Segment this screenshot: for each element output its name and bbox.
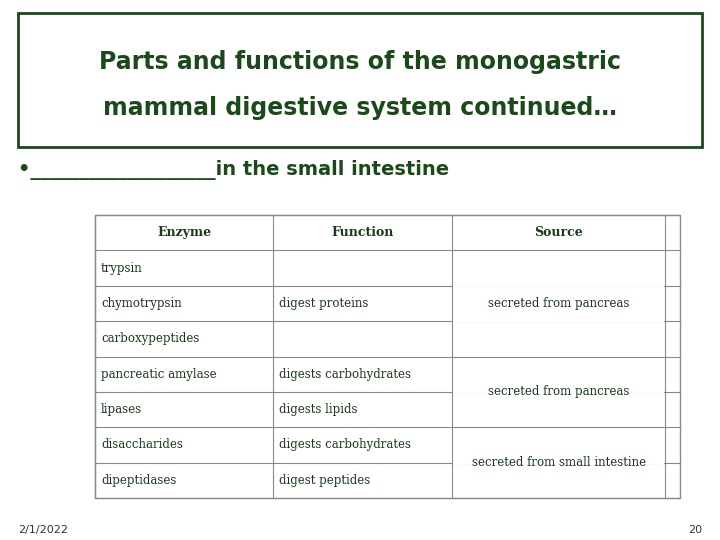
Bar <box>453 462 665 464</box>
Bar <box>95 215 680 498</box>
Text: lipases: lipases <box>101 403 142 416</box>
Text: 20: 20 <box>688 525 702 535</box>
Text: secreted from small intestine: secreted from small intestine <box>472 456 646 469</box>
Text: digests carbohydrates: digests carbohydrates <box>279 438 411 451</box>
Text: 2/1/2022: 2/1/2022 <box>18 525 68 535</box>
Text: digests lipids: digests lipids <box>279 403 358 416</box>
Text: digest peptides: digest peptides <box>279 474 371 487</box>
Text: carboxypeptides: carboxypeptides <box>101 332 199 345</box>
Text: secreted from pancreas: secreted from pancreas <box>488 297 629 310</box>
FancyBboxPatch shape <box>18 13 702 147</box>
Text: digest proteins: digest proteins <box>279 297 369 310</box>
Text: Source: Source <box>534 226 583 239</box>
Text: Function: Function <box>331 226 394 239</box>
Text: disaccharides: disaccharides <box>101 438 183 451</box>
Text: digests carbohydrates: digests carbohydrates <box>279 368 411 381</box>
Text: mammal digestive system continued…: mammal digestive system continued… <box>103 96 617 120</box>
Bar <box>453 391 665 393</box>
Text: Enzyme: Enzyme <box>157 226 211 239</box>
Text: dipeptidases: dipeptidases <box>101 474 176 487</box>
Text: Parts and functions of the monogastric: Parts and functions of the monogastric <box>99 50 621 74</box>
Text: chymotrypsin: chymotrypsin <box>101 297 181 310</box>
Text: pancreatic amylase: pancreatic amylase <box>101 368 217 381</box>
Text: secreted from pancreas: secreted from pancreas <box>488 386 629 399</box>
Bar <box>453 320 665 322</box>
Text: trypsin: trypsin <box>101 261 143 274</box>
Bar <box>453 285 665 287</box>
Text: •___________________in the small intestine: •___________________in the small intesti… <box>18 160 449 180</box>
